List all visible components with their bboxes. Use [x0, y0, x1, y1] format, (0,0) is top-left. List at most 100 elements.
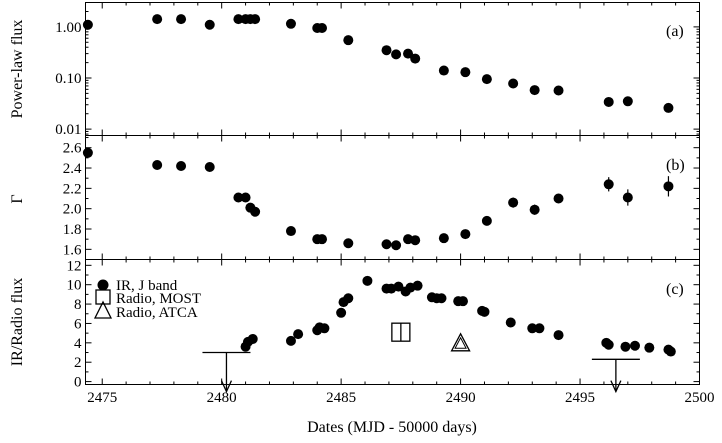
x-tick-label: 2480 [207, 390, 237, 406]
data-point [176, 160, 187, 171]
data-point [393, 281, 404, 292]
x-tick-label: 2500 [685, 390, 715, 406]
data-point [460, 229, 471, 240]
y-tick-label: 1.8 [63, 222, 82, 238]
data-point [529, 204, 540, 215]
data-point [527, 323, 538, 334]
panel-a: 0.01 0.10 1.00 (a) Power-law flux [9, 2, 700, 138]
y-tick-label: 0 [74, 375, 82, 391]
data-point [343, 238, 354, 249]
legend-marker-ir [97, 279, 109, 291]
data-point [410, 235, 421, 246]
data-point [391, 49, 402, 60]
data-point [603, 96, 614, 107]
x-axis-label: Dates (MJD - 50000 days) [307, 419, 477, 436]
data-point [247, 333, 258, 344]
data-point [343, 293, 354, 304]
data-point [336, 307, 347, 318]
data-point [412, 280, 423, 291]
legend: IR, J band Radio, MOST Radio, ATCA [93, 278, 201, 321]
panel-a-tag: (a) [666, 23, 684, 40]
y-tick-label: 10 [67, 278, 82, 294]
data-point [403, 48, 414, 59]
data-point [481, 215, 492, 226]
data-point [460, 67, 471, 78]
data-point [204, 19, 215, 30]
data-point [629, 340, 640, 351]
data-point [479, 306, 490, 317]
panel-c-points [202, 275, 676, 394]
panel-b-tag: (b) [666, 157, 685, 174]
data-point [250, 14, 261, 25]
data-point [233, 192, 244, 203]
upper-limit-arrowhead [610, 380, 622, 394]
panel-c: 2475 2480 2485 2490 2495 2500 0 2 4 6 8 10 12 (c) IR… [9, 258, 715, 436]
y-tick-label: 6 [74, 316, 82, 332]
legend-marker-atca [93, 300, 113, 319]
data-point [505, 317, 516, 328]
data-point [176, 14, 187, 25]
panel-a-points [82, 14, 674, 113]
data-point [644, 342, 655, 353]
data-point [529, 85, 540, 96]
data-point [436, 293, 447, 304]
data-point [553, 193, 564, 204]
data-point [553, 85, 564, 96]
y-tick-label: 0.01 [55, 122, 81, 138]
data-point [457, 296, 468, 307]
legend-marker-most [95, 289, 111, 305]
data-point [663, 102, 674, 113]
upper-limit-arrowhead [220, 380, 233, 394]
data-point [233, 14, 244, 25]
data-point [508, 78, 519, 89]
y-tick-label: 2.2 [63, 181, 82, 197]
data-point [343, 35, 354, 46]
data-point [285, 18, 296, 29]
data-point [603, 179, 614, 190]
data-point [663, 181, 674, 192]
legend-label-atca: Radio, ATCA [116, 305, 198, 321]
panel-c-tag: (c) [666, 281, 684, 298]
panel-c-frame [85, 259, 700, 385]
data-point [381, 45, 392, 56]
data-point [603, 339, 614, 350]
data-point [481, 74, 492, 85]
data-point [665, 346, 676, 357]
data-point [152, 159, 163, 170]
x-tick-label: 2475 [87, 390, 117, 406]
y-tick-label: 1.00 [55, 20, 81, 36]
data-point [410, 53, 421, 64]
panel-b-ylabel: Γ [9, 194, 26, 203]
data-point [508, 197, 519, 208]
data-point [204, 162, 215, 173]
data-point [293, 329, 304, 340]
y-tick-label: 12 [67, 258, 82, 274]
data-point [317, 234, 328, 245]
data-point [285, 226, 296, 237]
data-point [317, 23, 328, 34]
panel-a-ylabel: Power-law flux [9, 20, 26, 119]
data-point [438, 233, 449, 244]
y-tick-label: 8 [74, 297, 82, 313]
panel-a-ticks: 0.01 0.10 1.00 [55, 2, 700, 138]
data-point [622, 96, 633, 107]
data-point [534, 323, 545, 334]
y-tick-label: 2.6 [63, 141, 82, 157]
data-point [391, 240, 402, 251]
data-point [553, 330, 564, 341]
y-tick-label: 0.10 [55, 71, 81, 87]
radio-atca-inner [454, 336, 467, 349]
panel-c-ticks: 2475 2480 2485 2490 2495 2500 0 2 4 6 8 10 12 [67, 258, 715, 406]
data-point [381, 239, 392, 250]
data-point [362, 275, 373, 286]
x-tick-label: 2495 [565, 390, 595, 406]
x-tick-label: 2490 [446, 390, 476, 406]
data-point [622, 192, 633, 203]
panel-c-ylabel: IR/Radio flux [9, 278, 26, 366]
y-tick-label: 4 [74, 336, 82, 352]
data-point [82, 147, 93, 158]
legend-label-ir: IR, J band [116, 278, 178, 294]
y-tick-label: 2 [74, 355, 82, 371]
panel-b-points [82, 147, 674, 251]
data-point [438, 65, 449, 76]
